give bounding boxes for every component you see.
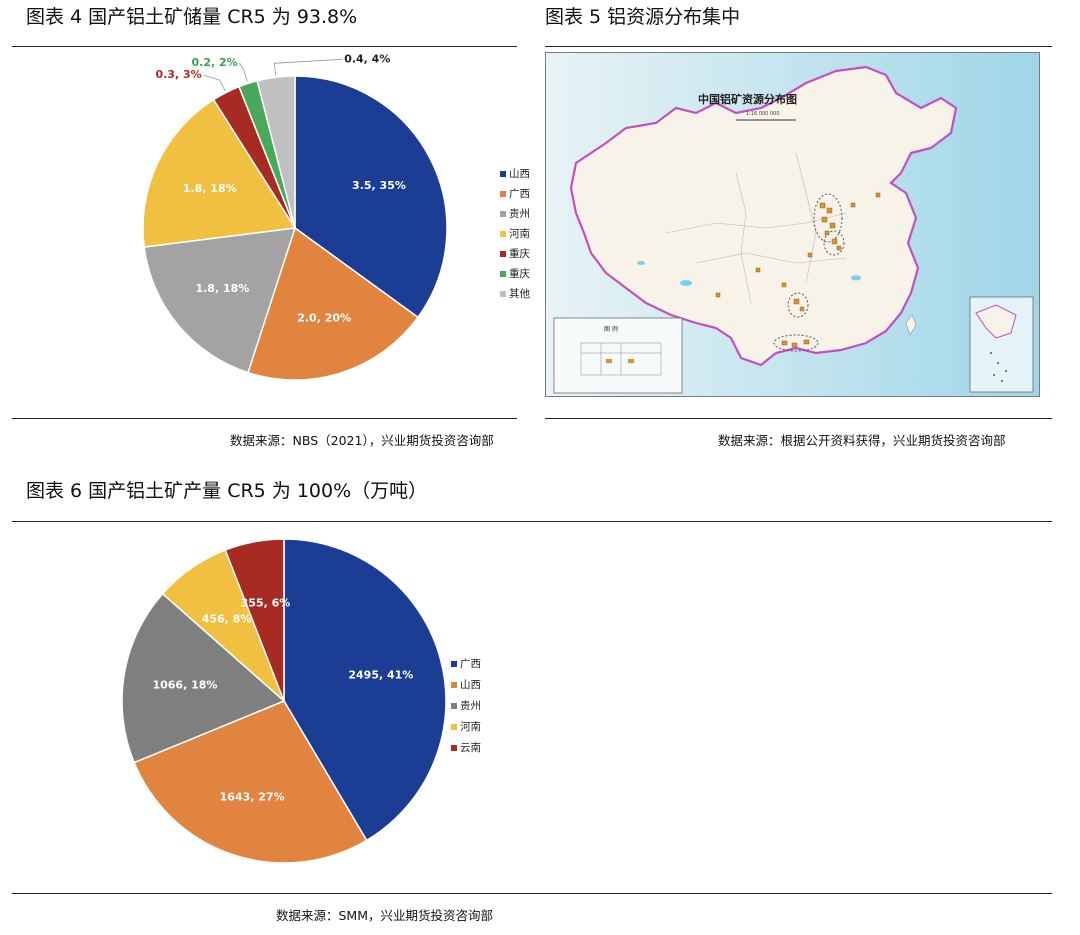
inset-coast [975,304,1017,339]
legend-item-3: 贵州 [460,699,481,712]
pie-slice-7 [256,75,296,229]
taiwan-island [905,314,917,336]
figure4-pie-chart: 3.5, 35%2.0, 20%1.8, 18%1.8, 18%0.3, 3%0… [142,52,530,381]
bauxite-deposit-markers [715,192,881,348]
pie-slice-3 [143,227,297,374]
pie-slice-1 [283,538,447,842]
legend-item-4: 河南 [460,720,481,733]
figure6-top-rule [12,521,1052,522]
legend-swatch-2 [500,191,506,197]
legend-swatch-6 [500,271,506,277]
legend-item-2: 广西 [509,188,530,200]
lakes [637,261,861,286]
slice-label-3: 1.8, 18% [195,282,249,295]
shanxi-cluster-outline [813,193,843,243]
map-heading: 中国铝矿资源分布图 [698,92,797,106]
slice-label-7: 0.4, 4% [344,52,390,65]
legend-item-4: 河南 [509,227,530,240]
province-borders [665,152,847,304]
figure5-top-rule [545,46,1052,47]
legend-swatch-2 [451,682,457,688]
legend-swatch [628,359,634,363]
slice-label-1: 3.5, 35% [352,179,406,192]
china-outline [569,65,958,367]
inset-islands [990,352,1007,382]
leader-line-7 [273,58,343,76]
figure4-source: 数据来源：NBS（2021），兴业期货投资咨询部 [230,433,494,448]
slice-label-4: 1.8, 18% [183,182,237,195]
figure5-bottom-rule [545,418,1052,419]
legend-swatch-4 [451,724,457,730]
legend-item-1: 山西 [509,168,530,180]
legend-item-1: 广西 [460,658,481,670]
legend-item-5: 云南 [460,741,481,754]
figure6-bottom-rule [12,893,1052,894]
slice-label-2: 1643, 27% [220,790,285,803]
figure5-source: 数据来源：根据公开资料获得，兴业期货投资咨询部 [718,433,1006,448]
figure6-title: 图表 6 国产铝土矿产量 CR5 为 100%（万吨） [26,480,428,502]
map-scale-text: 1:16 000 000 [746,111,780,117]
legend-item-7: 其他 [509,287,530,300]
slice-label-6: 0.2, 2% [192,56,238,69]
pie-slice-2 [247,226,420,381]
map-legend-grid [580,342,662,376]
slice-label-4: 456, 8% [202,613,252,626]
pie-slice-2 [133,700,368,864]
legend-item-2: 山西 [460,679,481,691]
pie-slice-3 [121,592,286,764]
pie-slice-4 [142,98,297,248]
figure4-top-rule [12,46,517,47]
legend-swatch-3 [500,211,506,217]
henan-cluster-outline [823,230,845,256]
slice-label-5: 355, 6% [241,596,291,609]
figure5-title: 图表 5 铝资源分布集中 [545,6,741,28]
figure4-bottom-rule [12,418,517,419]
legend-swatch-5 [451,745,457,751]
slice-label-2: 2.0, 20% [297,312,351,325]
legend-swatch-4 [500,231,506,237]
china-aluminum-map: 中国铝矿资源分布图 1:16 000 000 图 例 [545,52,1040,397]
slice-label-1: 2495, 41% [348,668,413,681]
figure6-source: 数据来源：SMM，兴业期货投资咨询部 [276,908,494,923]
map-legend-box [553,317,683,394]
guizhou-cluster-outline [787,292,809,318]
legend-swatch-3 [451,703,457,709]
slice-label-3: 1066, 18% [152,678,217,691]
pie-slice-1 [294,75,448,319]
pie-slice-5 [224,538,285,702]
slice-label-5: 0.3, 3% [155,68,201,81]
leader-line-6 [239,62,248,82]
legend-item-3: 贵州 [509,207,530,220]
figure4-title: 图表 4 国产铝土矿储量 CR5 为 93.8% [26,6,358,28]
map-graphic: 中国铝矿资源分布图 1:16 000 000 图 例 [546,53,1039,396]
figure6-pie-chart: 2495, 41% 1643, 27% 1066, 18% 456, 8% 355, 6… [121,538,481,864]
guangxi-cluster-outline [773,334,819,352]
legend-item-6: 重庆 [509,267,530,280]
legend-item-5: 重庆 [509,247,530,260]
legend-swatch-7 [500,291,506,297]
legend-swatch-1 [451,661,457,667]
leader-line-5 [203,74,226,91]
map-legend-title: 图 例 [604,325,618,333]
legend-swatch-1 [500,171,506,177]
legend-swatch-5 [500,251,506,257]
legend-swatch [606,359,612,363]
